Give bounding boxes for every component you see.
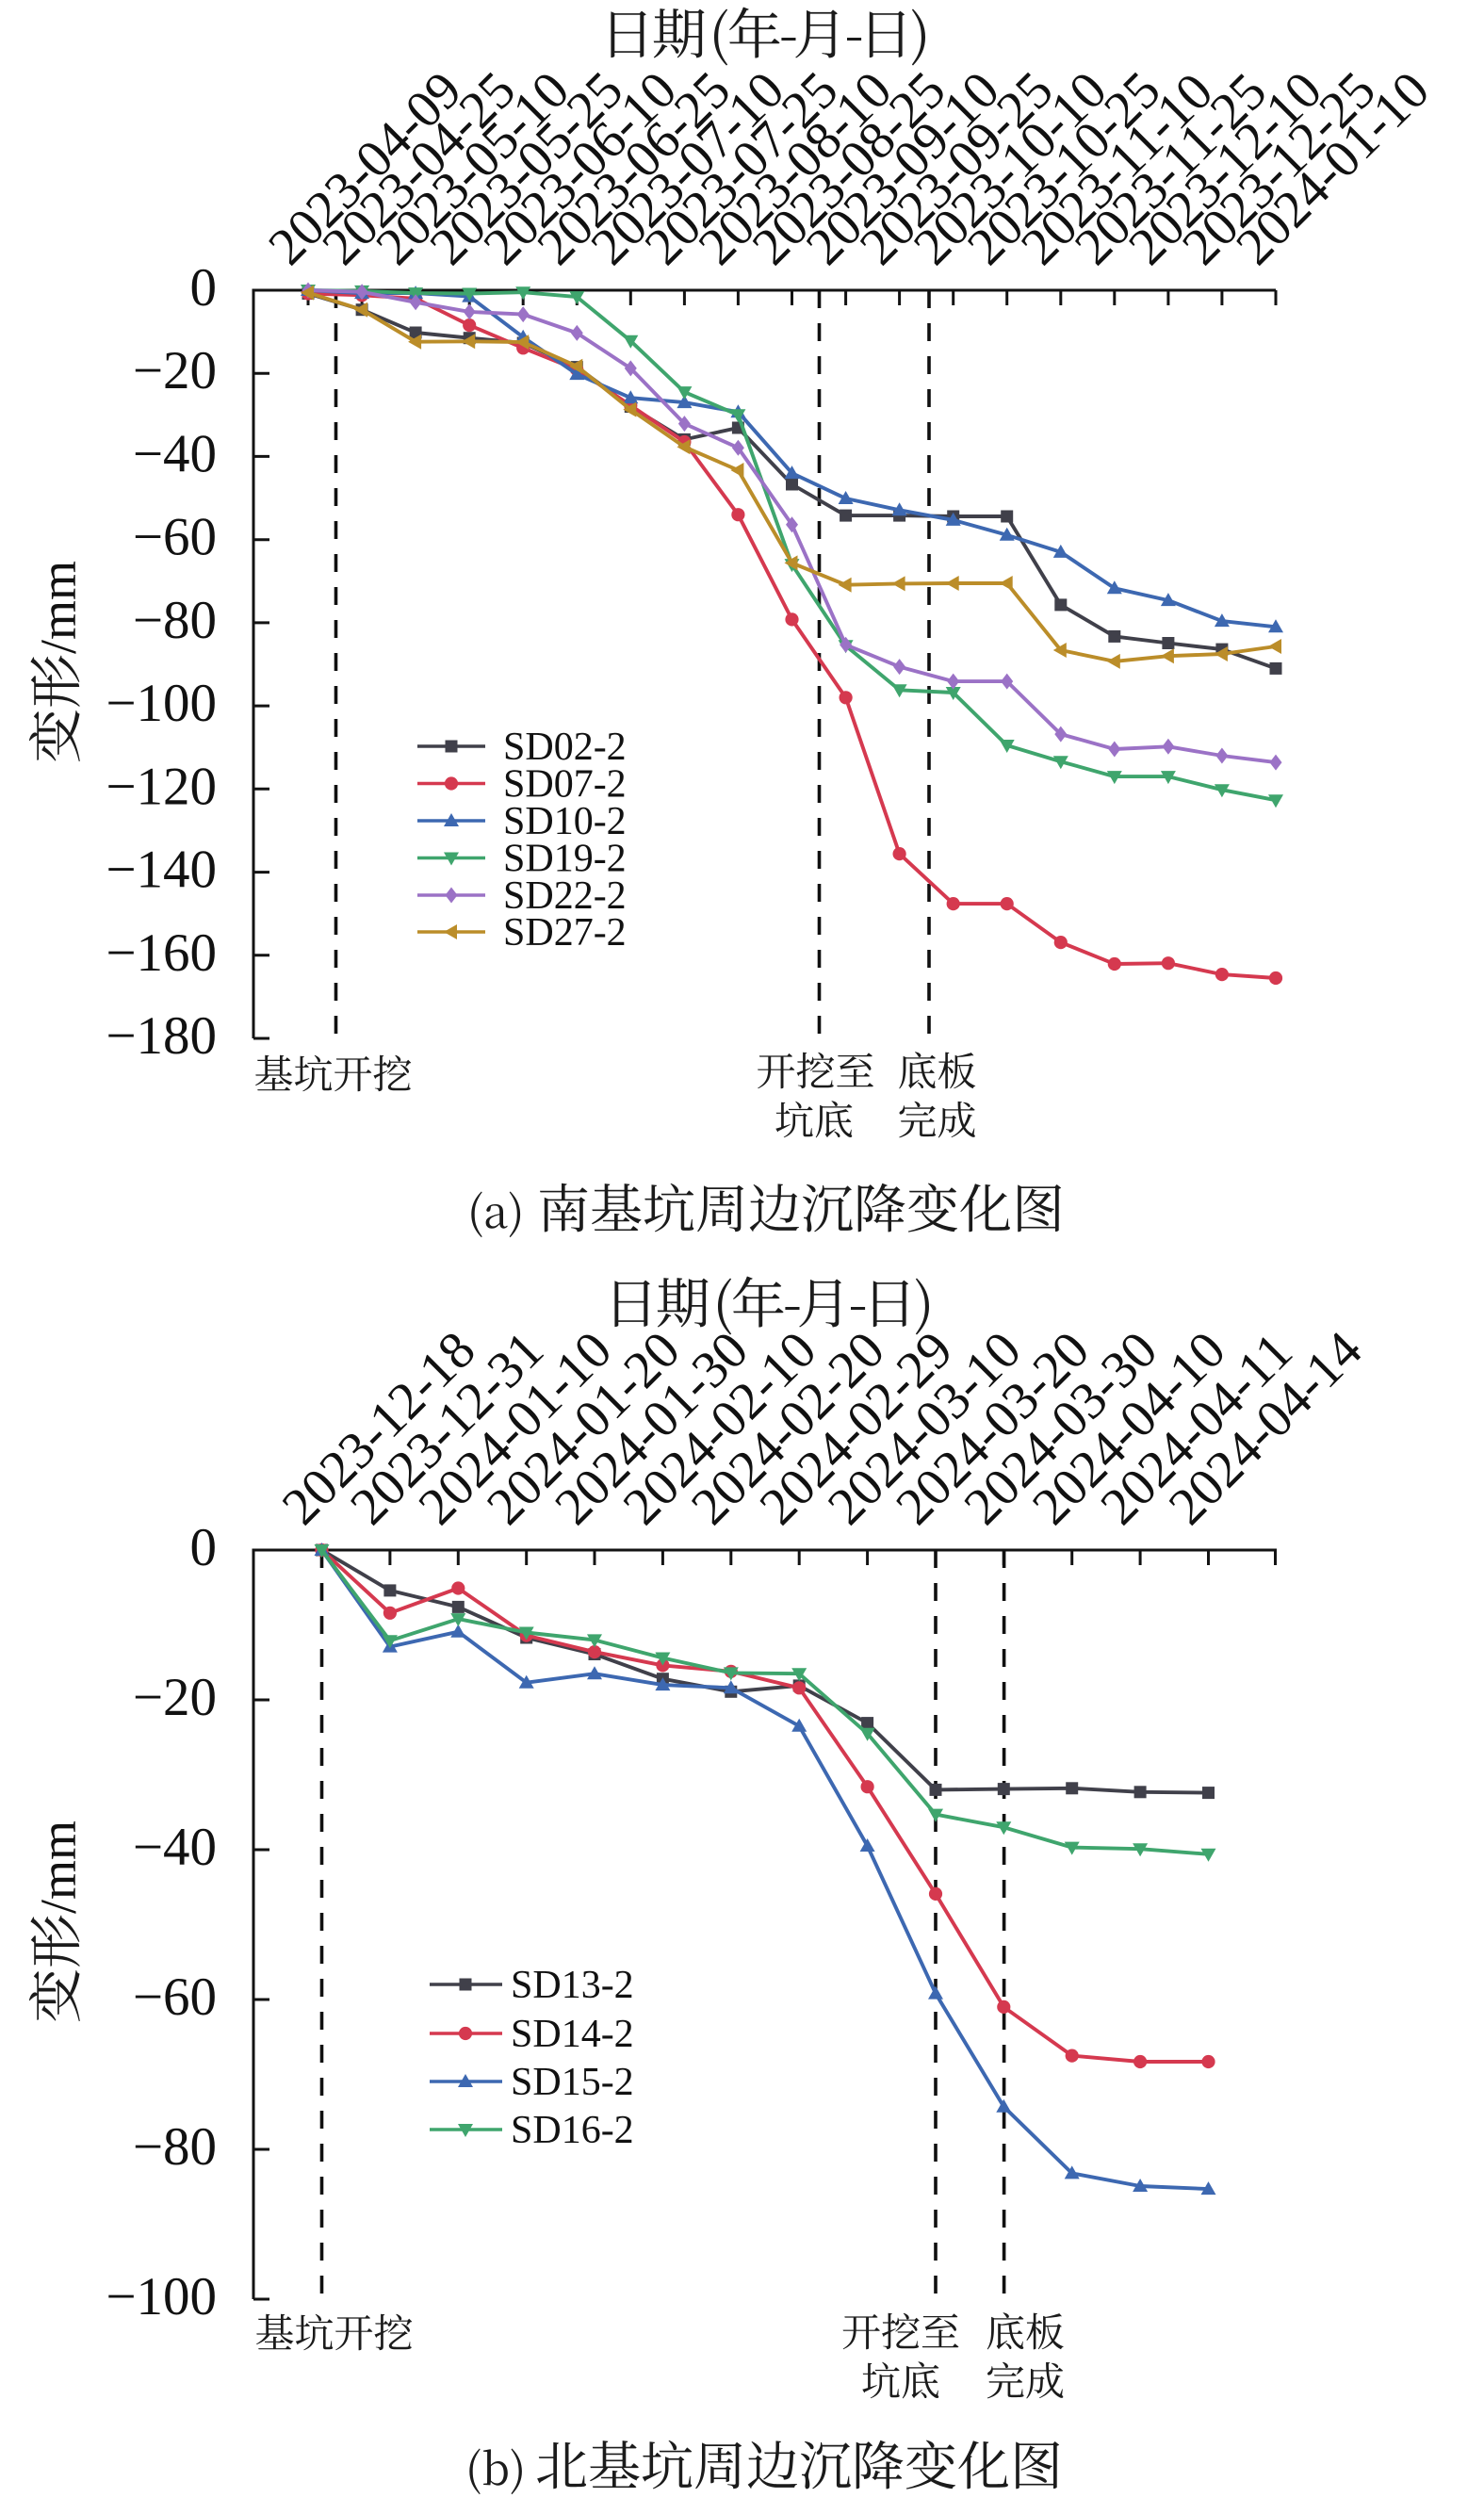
- svg-text:0: 0: [190, 258, 218, 318]
- svg-text:SD02-2: SD02-2: [503, 726, 627, 769]
- svg-text:SD14-2: SD14-2: [511, 2013, 634, 2056]
- svg-text:−40: −40: [133, 1818, 217, 1877]
- svg-text:−120: −120: [106, 757, 217, 816]
- svg-text:SD07-2: SD07-2: [503, 763, 627, 807]
- svg-text:SD22-2: SD22-2: [503, 874, 627, 918]
- svg-text:SD19-2: SD19-2: [503, 838, 627, 881]
- svg-text:SD15-2: SD15-2: [511, 2061, 634, 2104]
- svg-text:−20: −20: [133, 341, 217, 400]
- svg-text:/mm: /mm: [30, 1820, 87, 1914]
- svg-text:−80: −80: [133, 591, 217, 650]
- svg-text:−60: −60: [133, 508, 217, 567]
- svg-text:0: 0: [190, 1518, 218, 1577]
- svg-text:−140: −140: [106, 841, 217, 900]
- svg-text:SD13-2: SD13-2: [511, 1964, 634, 2007]
- svg-text:−160: −160: [106, 923, 217, 983]
- svg-text:−40: −40: [133, 424, 217, 483]
- svg-text:−80: −80: [133, 2117, 217, 2177]
- svg-text:SD10-2: SD10-2: [503, 800, 627, 843]
- svg-text:−100: −100: [106, 2267, 217, 2326]
- svg-text:−60: −60: [133, 1967, 217, 2027]
- svg-text:−100: −100: [106, 674, 217, 733]
- svg-text:/mm: /mm: [30, 561, 87, 654]
- svg-text:SD27-2: SD27-2: [503, 911, 627, 955]
- svg-text:−20: −20: [133, 1668, 217, 1727]
- svg-text:SD16-2: SD16-2: [511, 2109, 634, 2152]
- svg-text:−180: −180: [106, 1006, 217, 1066]
